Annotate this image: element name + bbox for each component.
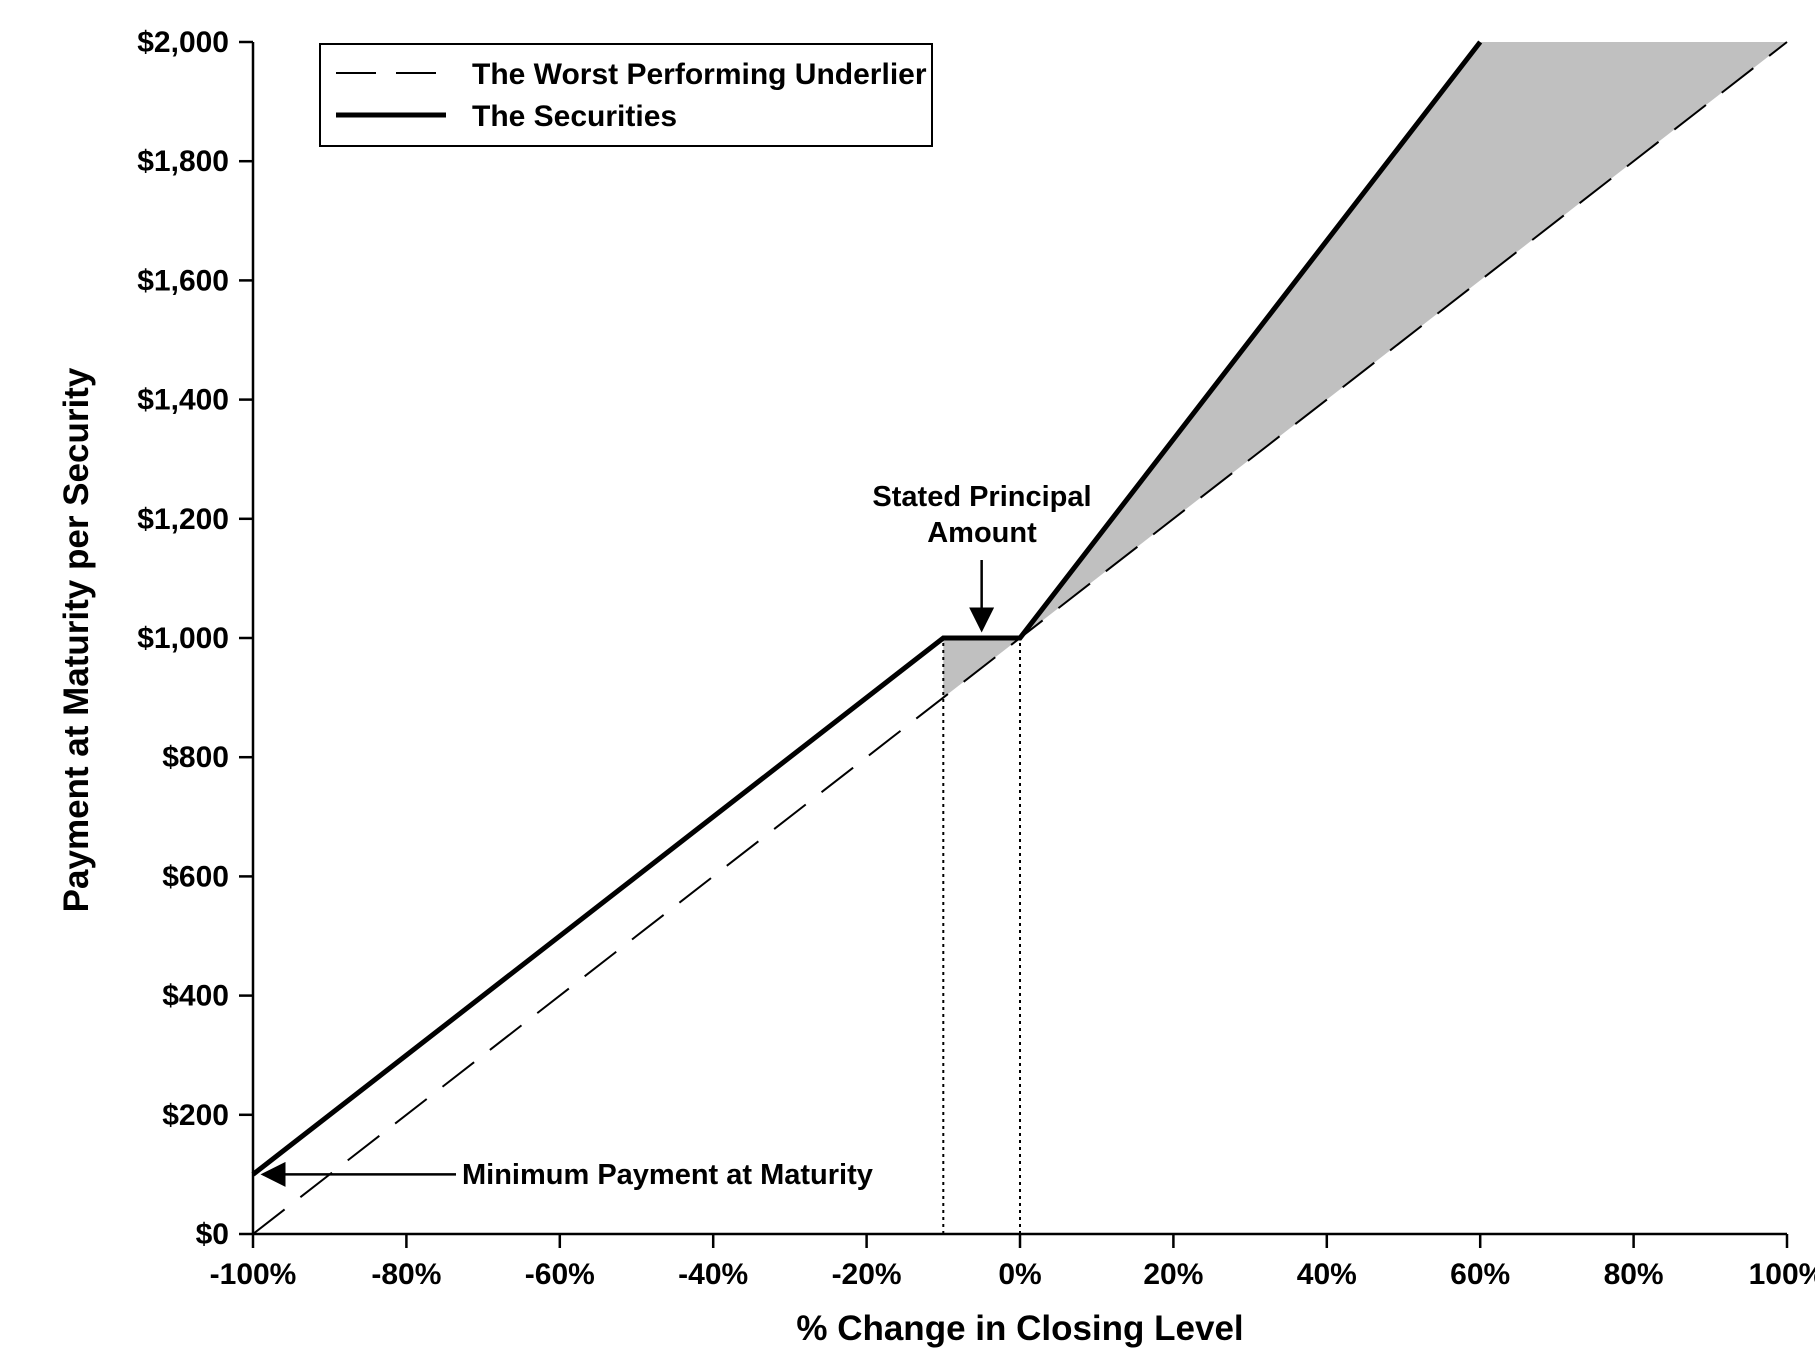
annotation-minimum-payment: Minimum Payment at Maturity [462, 1159, 873, 1191]
x-tick-label: 0% [998, 1258, 1041, 1291]
x-tick-label: 20% [1143, 1258, 1203, 1291]
x-tick-label: 40% [1297, 1258, 1357, 1291]
series-lines [251, 40, 1788, 1235]
x-tick-label: -60% [525, 1258, 595, 1291]
annotation-stated-principal-line2: Amount [927, 517, 1037, 549]
y-tick-label: $0 [196, 1218, 229, 1251]
x-tick-label: -20% [832, 1258, 902, 1291]
shaded-region-0 [943, 638, 1020, 698]
x-axis-title: % Change in Closing Level [796, 1309, 1243, 1348]
legend-box [319, 43, 933, 147]
reference-lines [942, 638, 1021, 1234]
y-tick-label: $1,000 [137, 622, 229, 655]
shaded-regions [943, 42, 1787, 698]
axes [239, 40, 1789, 1248]
legend-label-underlier: The Worst Performing Underlier [472, 58, 927, 91]
legend: The Worst Performing Underlier The Secur… [319, 43, 933, 147]
y-tick-label: $200 [162, 1099, 229, 1132]
x-tick-label: -80% [371, 1258, 441, 1291]
y-tick-label: $1,600 [137, 264, 229, 297]
tick-labels: -100% -80% -60% -40% -20% 0% 20% 40% 60% 80% 100% $… [137, 26, 1815, 1291]
annotations: Stated Principal Amount Minimum Payment … [260, 481, 1092, 1191]
y-tick-label: $1,400 [137, 384, 229, 417]
shaded-region-1 [1020, 42, 1787, 638]
y-tick-label: $400 [162, 980, 229, 1013]
y-tick-label: $800 [162, 741, 229, 774]
series-line-securities [251, 40, 1483, 1177]
y-axis-title: Payment at Maturity per Security [57, 367, 96, 912]
annotation-stated-principal-line1: Stated Principal [872, 481, 1091, 513]
x-tick-label: -100% [210, 1258, 297, 1291]
x-tick-label: 60% [1450, 1258, 1510, 1291]
x-tick-label: 80% [1604, 1258, 1664, 1291]
y-tick-label: $1,800 [137, 145, 229, 178]
x-tick-label: -40% [678, 1258, 748, 1291]
y-tick-label: $1,200 [137, 503, 229, 536]
x-tick-label: 100% [1749, 1258, 1815, 1291]
y-tick-label: $2,000 [137, 26, 229, 59]
legend-label-securities: The Securities [472, 100, 677, 133]
y-tick-label: $600 [162, 860, 229, 893]
